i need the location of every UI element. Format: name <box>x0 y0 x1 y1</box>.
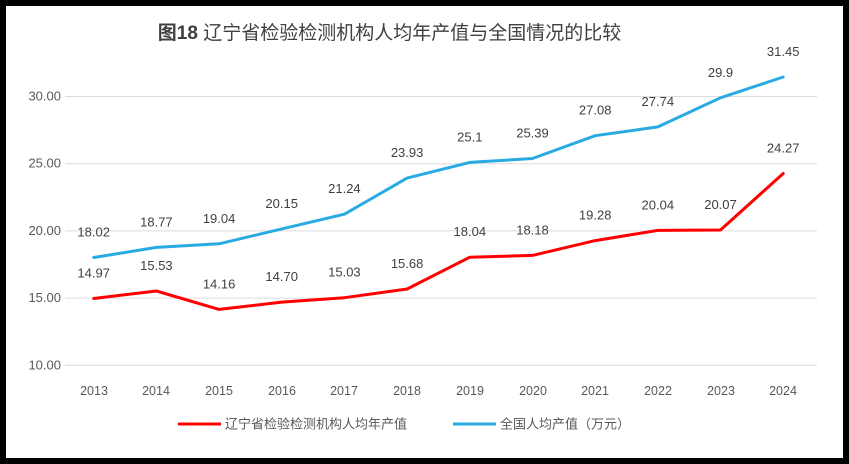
svg-text:15.68: 15.68 <box>391 256 424 271</box>
svg-text:30.00: 30.00 <box>28 89 61 104</box>
svg-text:14.16: 14.16 <box>203 276 236 291</box>
svg-text:15.03: 15.03 <box>328 265 361 280</box>
svg-text:15.53: 15.53 <box>140 258 173 273</box>
svg-text:20.07: 20.07 <box>704 197 737 212</box>
svg-text:2018: 2018 <box>393 384 421 398</box>
svg-text:2020: 2020 <box>519 384 547 398</box>
svg-text:14.97: 14.97 <box>77 266 110 281</box>
svg-text:19.28: 19.28 <box>579 208 612 223</box>
svg-text:2021: 2021 <box>581 384 609 398</box>
svg-text:19.04: 19.04 <box>203 211 236 226</box>
svg-text:31.45: 31.45 <box>767 44 800 59</box>
svg-text:23.93: 23.93 <box>391 145 424 160</box>
svg-text:2013: 2013 <box>80 384 108 398</box>
svg-text:2023: 2023 <box>707 384 735 398</box>
svg-text:21.24: 21.24 <box>328 181 361 196</box>
svg-text:27.74: 27.74 <box>642 94 675 109</box>
svg-text:24.27: 24.27 <box>767 141 800 156</box>
svg-text:20.15: 20.15 <box>265 196 298 211</box>
svg-text:18.02: 18.02 <box>77 225 110 240</box>
svg-text:2019: 2019 <box>456 384 484 398</box>
svg-text:25.1: 25.1 <box>457 129 482 144</box>
svg-text:25.00: 25.00 <box>28 156 61 171</box>
svg-text:18.18: 18.18 <box>516 222 549 237</box>
svg-text:全国人均产值（万元）: 全国人均产值（万元） <box>500 417 630 432</box>
svg-text:2014: 2014 <box>142 384 170 398</box>
svg-text:18.77: 18.77 <box>140 214 173 229</box>
svg-text:27.08: 27.08 <box>579 103 612 118</box>
svg-text:20.00: 20.00 <box>28 223 61 238</box>
svg-text:25.39: 25.39 <box>516 126 549 141</box>
svg-text:14.70: 14.70 <box>265 269 298 284</box>
svg-text:2016: 2016 <box>268 384 296 398</box>
svg-text:29.9: 29.9 <box>708 65 733 80</box>
svg-text:辽宁省检验检测机构人均年产值: 辽宁省检验检测机构人均年产值 <box>225 417 407 432</box>
svg-text:15.00: 15.00 <box>28 290 61 305</box>
svg-text:20.04: 20.04 <box>642 197 675 212</box>
svg-text:10.00: 10.00 <box>28 357 61 372</box>
svg-text:2017: 2017 <box>330 384 358 398</box>
svg-text:2024: 2024 <box>769 384 797 398</box>
svg-text:18.04: 18.04 <box>454 224 487 239</box>
svg-text:2015: 2015 <box>205 384 233 398</box>
svg-text:2022: 2022 <box>644 384 672 398</box>
